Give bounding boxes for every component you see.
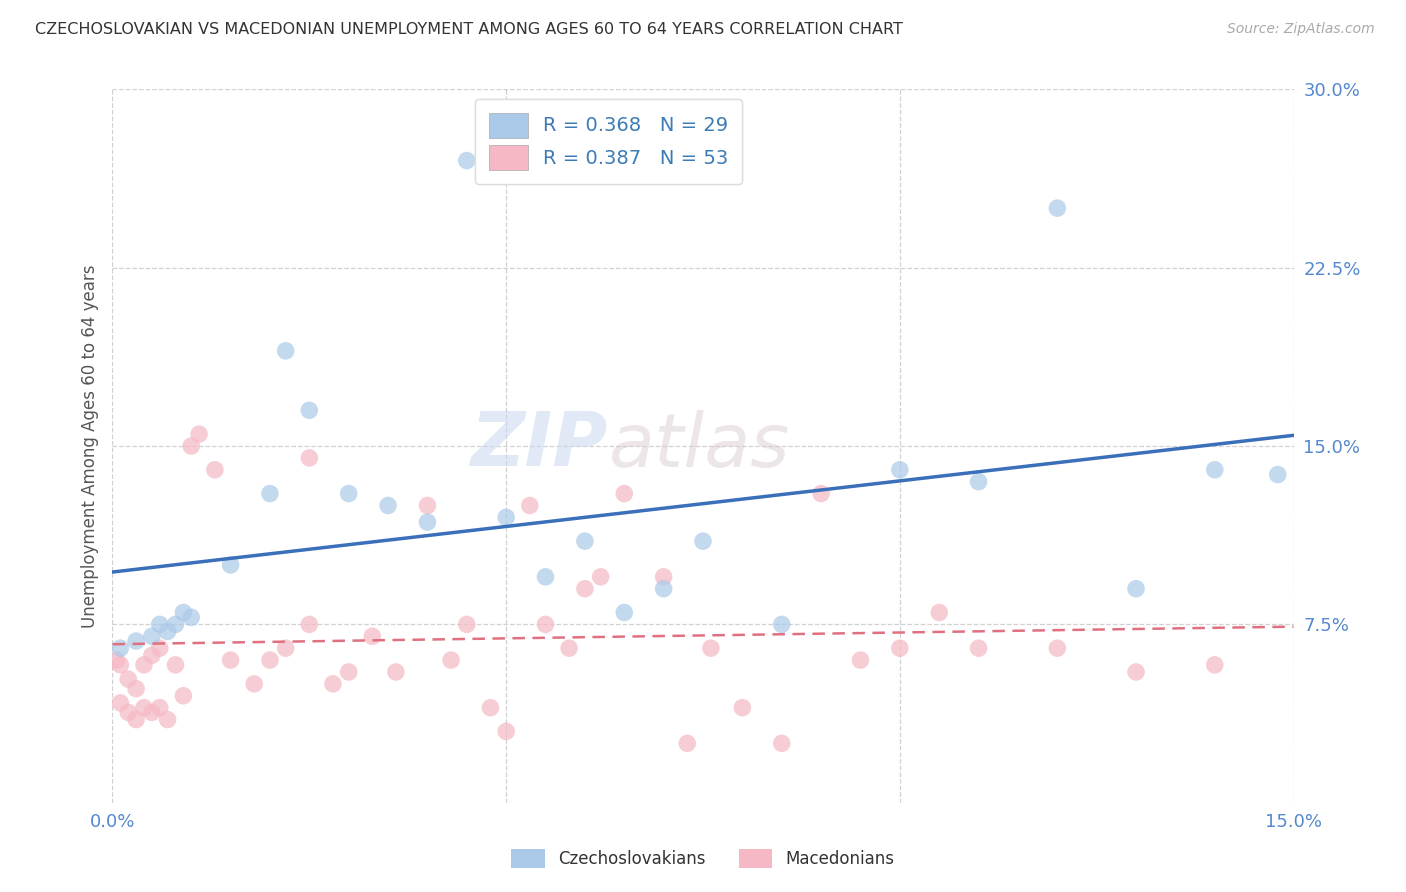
Point	[337, 486, 360, 500]
Point	[165, 657, 187, 672]
Point	[849, 653, 872, 667]
Point	[1046, 201, 1069, 215]
Point	[219, 653, 242, 667]
Point	[440, 653, 463, 667]
Point	[1267, 467, 1289, 482]
Point	[692, 534, 714, 549]
Point	[534, 617, 557, 632]
Point	[219, 558, 242, 572]
Legend: Czechoslovakians, Macedonians: Czechoslovakians, Macedonians	[505, 842, 901, 875]
Point	[613, 486, 636, 500]
Point	[298, 450, 321, 465]
Point	[117, 706, 139, 720]
Point	[479, 700, 502, 714]
Point	[298, 403, 321, 417]
Point	[967, 641, 990, 656]
Point	[770, 617, 793, 632]
Point	[770, 736, 793, 750]
Point	[132, 657, 155, 672]
Point	[259, 653, 281, 667]
Y-axis label: Unemployment Among Ages 60 to 64 years: Unemployment Among Ages 60 to 64 years	[80, 264, 98, 628]
Point	[416, 515, 439, 529]
Point	[259, 486, 281, 500]
Point	[1204, 657, 1226, 672]
Point	[385, 665, 408, 679]
Point	[574, 534, 596, 549]
Point	[298, 617, 321, 632]
Point	[172, 606, 194, 620]
Text: ZIP: ZIP	[471, 409, 609, 483]
Point	[110, 657, 132, 672]
Point	[180, 439, 202, 453]
Point	[125, 713, 148, 727]
Point	[495, 724, 517, 739]
Point	[156, 713, 179, 727]
Point	[700, 641, 723, 656]
Point	[141, 648, 163, 663]
Point	[534, 570, 557, 584]
Point	[731, 700, 754, 714]
Point	[889, 463, 911, 477]
Point	[589, 570, 612, 584]
Point	[495, 510, 517, 524]
Point	[967, 475, 990, 489]
Point	[1204, 463, 1226, 477]
Point	[1125, 665, 1147, 679]
Point	[519, 499, 541, 513]
Point	[141, 629, 163, 643]
Point	[125, 634, 148, 648]
Point	[652, 582, 675, 596]
Point	[110, 696, 132, 710]
Point	[132, 700, 155, 714]
Point	[1046, 641, 1069, 656]
Legend: R = 0.368   N = 29, R = 0.387   N = 53: R = 0.368 N = 29, R = 0.387 N = 53	[475, 99, 742, 184]
Point	[361, 629, 384, 643]
Point	[274, 641, 297, 656]
Point	[416, 499, 439, 513]
Text: Source: ZipAtlas.com: Source: ZipAtlas.com	[1227, 22, 1375, 37]
Point	[613, 606, 636, 620]
Point	[889, 641, 911, 656]
Point	[149, 641, 172, 656]
Point	[149, 617, 172, 632]
Point	[377, 499, 399, 513]
Point	[676, 736, 699, 750]
Point	[105, 653, 128, 667]
Point	[322, 677, 344, 691]
Point	[810, 486, 832, 500]
Point	[652, 570, 675, 584]
Point	[204, 463, 226, 477]
Text: CZECHOSLOVAKIAN VS MACEDONIAN UNEMPLOYMENT AMONG AGES 60 TO 64 YEARS CORRELATION: CZECHOSLOVAKIAN VS MACEDONIAN UNEMPLOYME…	[35, 22, 903, 37]
Point	[456, 153, 478, 168]
Point	[165, 617, 187, 632]
Point	[125, 681, 148, 696]
Point	[274, 343, 297, 358]
Point	[337, 665, 360, 679]
Point	[172, 689, 194, 703]
Point	[1125, 582, 1147, 596]
Point	[928, 606, 950, 620]
Point	[574, 582, 596, 596]
Point	[149, 700, 172, 714]
Text: atlas: atlas	[609, 410, 790, 482]
Point	[117, 672, 139, 686]
Point	[243, 677, 266, 691]
Point	[110, 641, 132, 656]
Point	[188, 427, 211, 442]
Point	[156, 624, 179, 639]
Point	[180, 610, 202, 624]
Point	[558, 641, 581, 656]
Point	[456, 617, 478, 632]
Point	[141, 706, 163, 720]
